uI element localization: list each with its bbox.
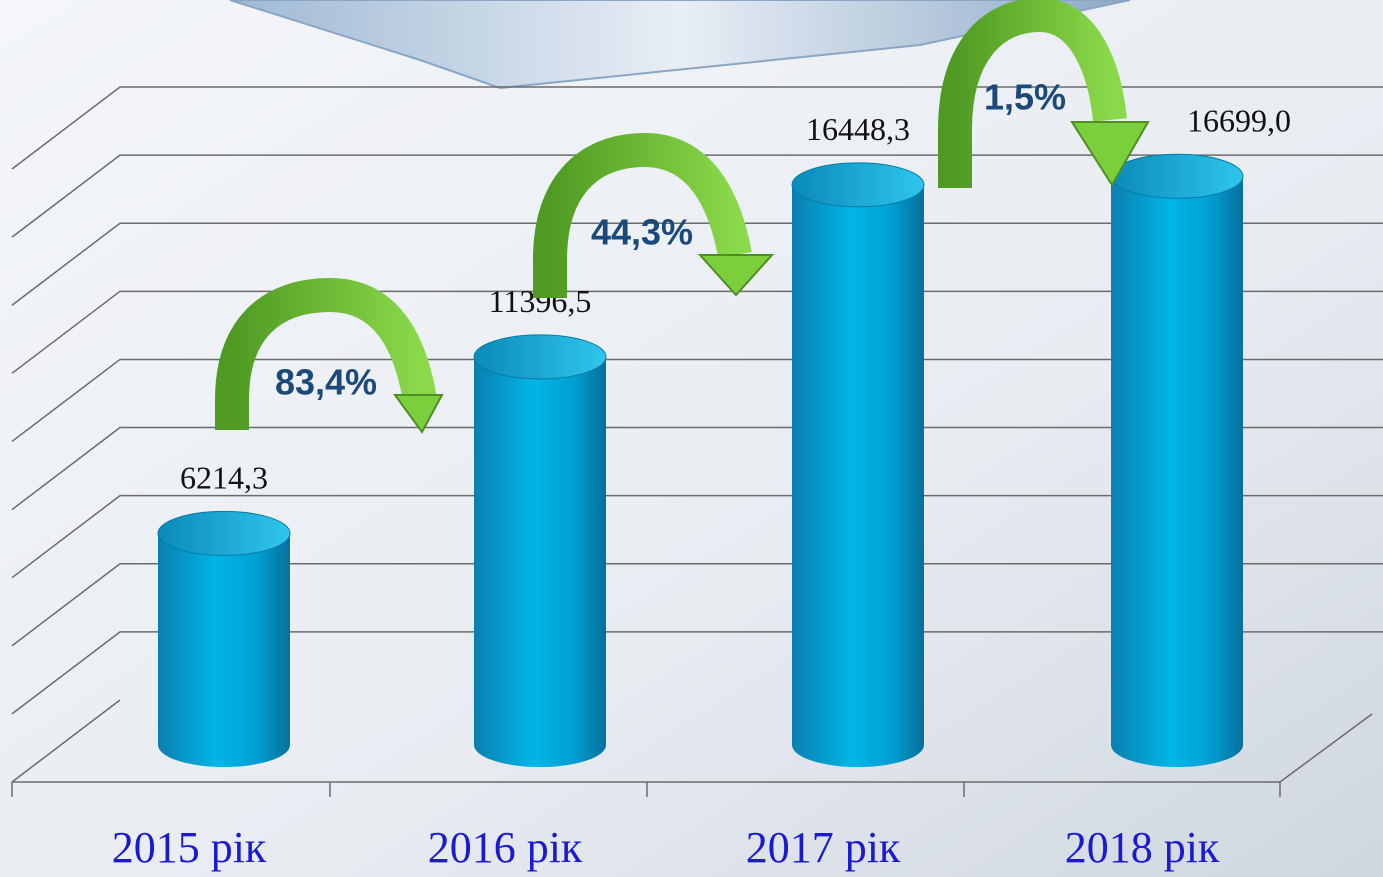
arrow-head (1070, 121, 1150, 187)
bar-body (1111, 176, 1243, 745)
bar-top (1110, 153, 1244, 199)
grid-line (11, 222, 1383, 306)
grid-line (11, 290, 1383, 374)
bar-top (791, 162, 925, 208)
x-tick-label: 2015 рік (112, 823, 267, 872)
bar-top (157, 510, 291, 556)
growth-arrows (215, 0, 1150, 434)
value-label: 16699,0 (1187, 103, 1291, 139)
x-tick-label: 2018 рік (1065, 823, 1220, 872)
bar-bottom (1111, 723, 1243, 767)
arrow (533, 132, 752, 298)
arrow-head (393, 394, 444, 434)
value-label: 16448,3 (806, 111, 910, 147)
grid-line (11, 426, 1383, 511)
grid-line (11, 699, 121, 783)
growth-label: 44,3% (591, 212, 693, 253)
arrow-head (697, 254, 775, 297)
grid-line (11, 631, 1383, 715)
arrow (215, 277, 437, 430)
growth-label: 1,5% (984, 77, 1066, 118)
bar-bottom (158, 723, 290, 767)
value-label: 6214,3 (180, 460, 268, 496)
bar-body (792, 184, 924, 746)
x-tick-label: 2016 рік (428, 823, 583, 872)
grid-line (11, 358, 1383, 443)
grid-line (11, 563, 1383, 647)
bar-top (473, 334, 607, 380)
banner (229, 0, 1131, 90)
grid-line (11, 494, 1383, 579)
bar-bottom (474, 723, 606, 767)
arrow (938, 0, 1127, 188)
x-tick-label: 2017 рік (746, 823, 901, 872)
floor (11, 713, 1373, 797)
bar-body (474, 356, 606, 745)
bar-bottom (792, 723, 924, 767)
bar-body (158, 533, 290, 745)
growth-label: 83,4% (275, 362, 377, 403)
